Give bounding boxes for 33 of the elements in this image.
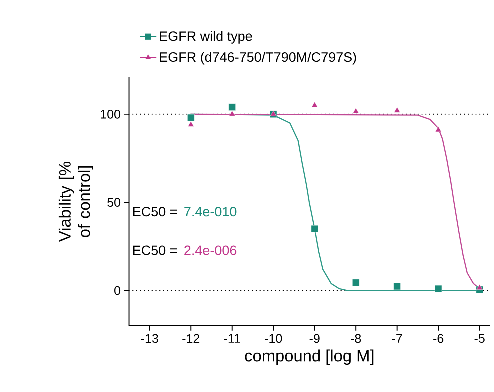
x-tick-label: -8	[351, 334, 362, 344]
point	[352, 108, 360, 114]
y-tick-label: 0	[114, 286, 121, 296]
point	[311, 226, 318, 233]
annotation: EC50 =	[133, 246, 178, 256]
annotation: 2.4e-006	[184, 246, 237, 256]
point	[229, 110, 236, 116]
point	[476, 284, 483, 290]
point	[394, 283, 401, 290]
x-axis-title: compound [log M]	[245, 350, 374, 366]
x-tick-label: -13	[141, 334, 158, 344]
x-tick-label: -9	[310, 334, 320, 344]
annotation: 7.4e-010	[184, 207, 237, 217]
annotation: EC50 =	[133, 207, 178, 217]
x-tick-label: -11	[224, 334, 240, 343]
y-tick-label: 100	[101, 110, 121, 119]
y-axis-title: Viability [% of control]	[58, 162, 94, 242]
x-tick-label: -5	[474, 334, 485, 344]
y-tick-label: 50	[108, 198, 121, 208]
point	[188, 121, 194, 127]
legend-label: EGFR (d746-750/T790M/C797S)	[160, 52, 356, 65]
point	[352, 279, 360, 287]
point	[434, 285, 442, 293]
point	[312, 102, 318, 108]
point	[228, 104, 236, 112]
legend-label: EGFR wild type	[160, 31, 252, 44]
x-tick-label: -12	[182, 334, 200, 344]
point	[435, 126, 442, 132]
x-tick-label: -7	[392, 334, 402, 343]
x-tick-label: -6	[434, 334, 444, 344]
x-tick-label: -10	[265, 334, 282, 344]
point	[394, 107, 400, 113]
point	[188, 114, 195, 122]
